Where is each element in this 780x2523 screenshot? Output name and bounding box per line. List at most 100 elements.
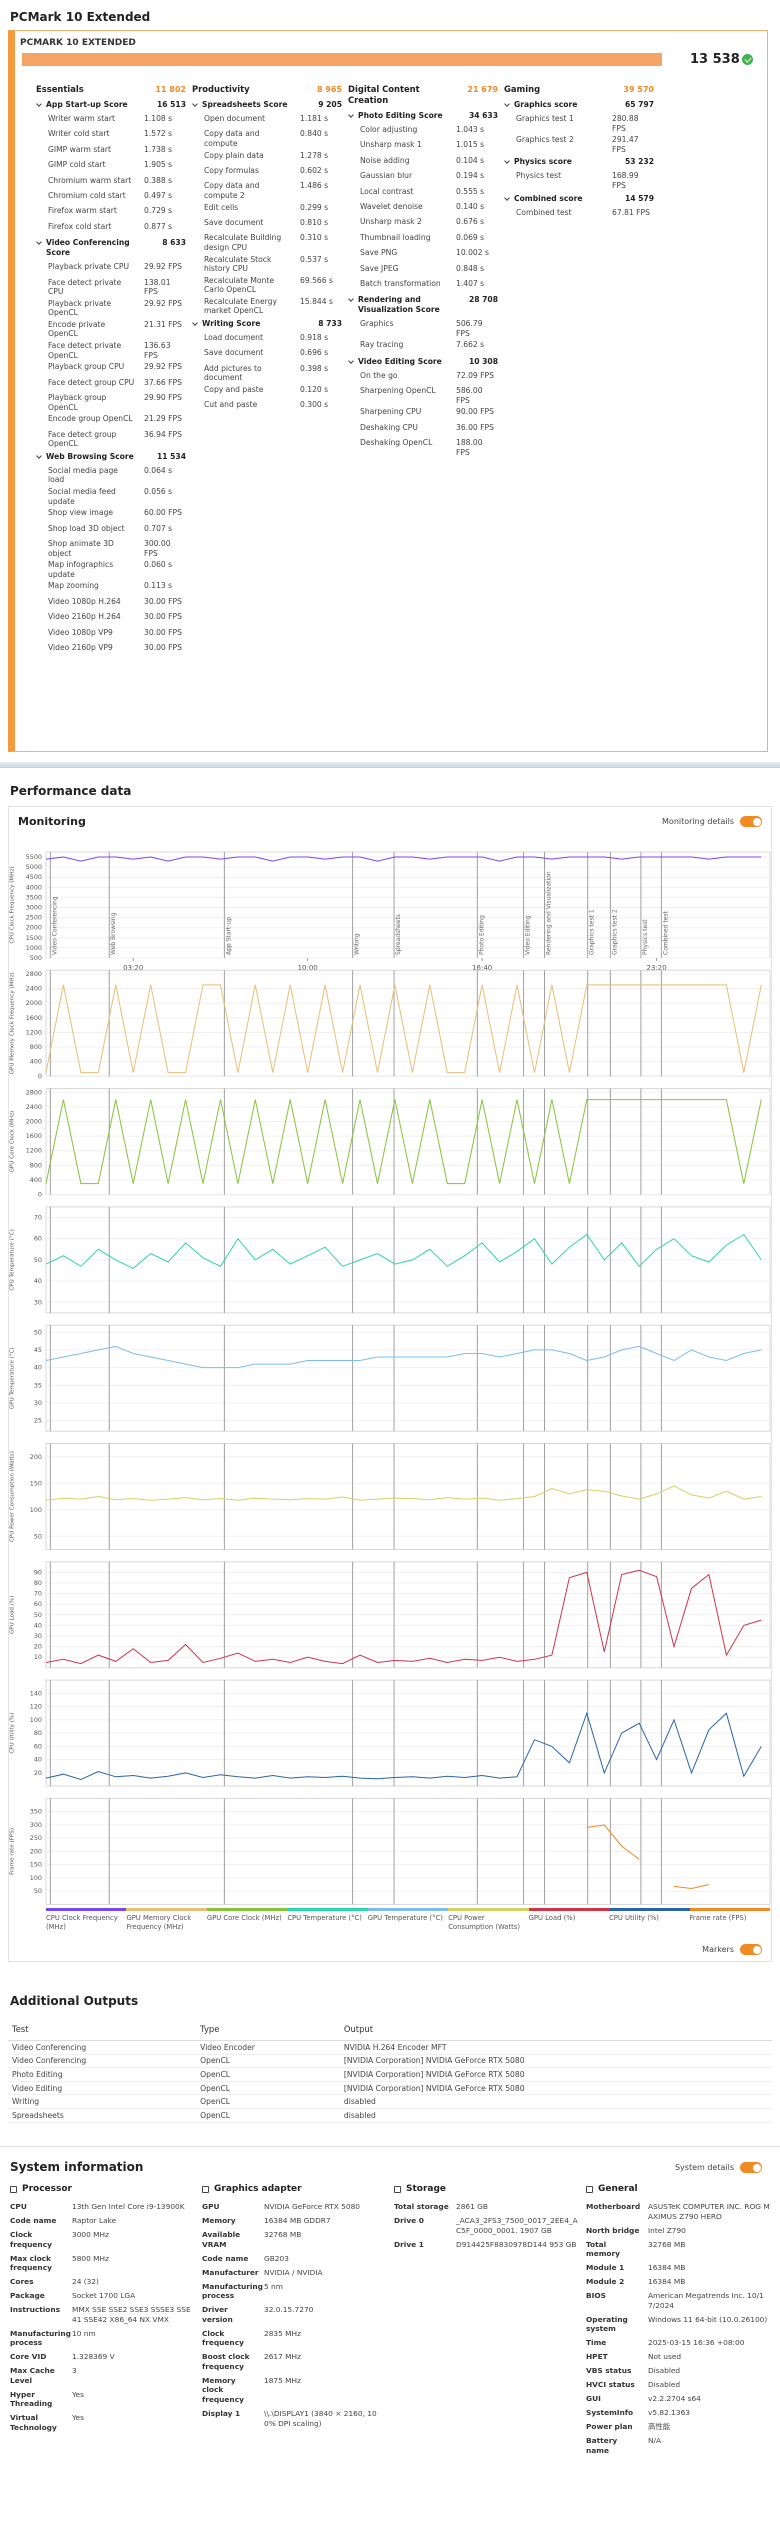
result-value: 30.00 FPS <box>144 642 182 652</box>
section-header: Video Editing Score 10 308 <box>348 357 498 367</box>
info-value: Disabled <box>648 2380 681 2390</box>
result-row: Playback group OpenCL 29.90 FPS <box>36 391 186 412</box>
info-value: 10 nm <box>72 2328 96 2338</box>
section-header: Web Browsing Score 11 534 <box>36 452 186 462</box>
result-label: Playback group OpenCL <box>48 393 107 412</box>
result-value: 291.47 FPS <box>612 135 639 154</box>
table-cell: OpenCL <box>196 2094 340 2109</box>
info-value: GB203 <box>264 2253 289 2263</box>
y-tick-label: 50 <box>34 1611 42 1619</box>
info-value: Intel Z790 <box>648 2225 686 2235</box>
result-label: Playback private CPU <box>48 262 129 272</box>
info-row: Time 2025-03-15 16:36 +08:00 <box>586 2336 770 2350</box>
result-label: Local contrast <box>360 186 414 196</box>
info-row: Total memory 32768 MB <box>586 2238 770 2262</box>
info-key: Drive 0 <box>394 2216 424 2226</box>
result-value: 0.299 s <box>300 202 329 212</box>
result-label: Physics test <box>516 171 562 181</box>
result-value: 7.662 s <box>456 340 485 350</box>
section-header: Spreadsheets Score 9 205 <box>192 100 342 110</box>
info-key: Motherboard <box>586 2202 641 2212</box>
result-value: 0.555 s <box>456 186 485 196</box>
y-tick-label: 200 <box>30 1847 42 1855</box>
info-value: v5.82.1363 <box>648 2408 690 2418</box>
y-tick-label: 400 <box>30 1176 42 1184</box>
plot-frame <box>45 1443 771 1550</box>
result-label: Video 1080p VP9 <box>48 627 113 637</box>
result-label: Video 1080p H.264 <box>48 596 121 606</box>
data-line <box>45 1099 762 1185</box>
result-value: 29.92 FPS <box>144 262 182 272</box>
y-tick-label: 800 <box>30 1161 42 1169</box>
y-tick-label: 3000 <box>26 904 42 912</box>
result-row: Sharpening CPU 90.00 FPS <box>348 405 498 420</box>
y-axis-label: GPU Temperature (°C) <box>10 1347 16 1409</box>
y-tick-label: 40 <box>34 1756 42 1764</box>
info-value: 32768 MB <box>648 2239 686 2249</box>
group-header: Productivity 8 965 <box>192 84 342 95</box>
result-label: Recalculate Building design CPU <box>204 233 282 252</box>
y-axis-label: CPU Power Consumption (Watts) <box>10 1451 16 1542</box>
result-row: Chromium cold start 0.497 s <box>36 189 186 204</box>
y-tick-label: 50 <box>34 1532 42 1540</box>
system-toggle[interactable]: System details <box>675 2162 762 2173</box>
phase-label: Photo Editing <box>478 915 485 955</box>
info-row: Total storage 2861 GB <box>394 2200 578 2214</box>
result-value: 1.181 s <box>300 114 329 123</box>
result-label: Thumbnail loading <box>360 232 431 242</box>
section-score: 53 232 <box>624 157 654 167</box>
y-tick-label: 2400 <box>26 985 42 993</box>
result-row: Unsharp mask 2 0.676 s <box>348 215 498 230</box>
legend: CPU Clock Frequency (MHz) GPU Memory Cloc… <box>46 1908 770 1932</box>
result-label: Recalculate Energy market OpenCL <box>204 296 277 316</box>
info-key: Total memory <box>586 2239 620 2259</box>
y-tick-label: 30 <box>34 1298 42 1306</box>
result-value: 30.00 FPS <box>144 627 182 637</box>
info-row: Display 1 \\.\DISPLAY1 (3840 × 2160, 100%… <box>202 2407 386 2431</box>
info-row: Boost clock frequency 2617 MHz <box>202 2350 386 2374</box>
info-key: Clock frequency <box>202 2328 244 2348</box>
y-tick-label: 5500 <box>26 853 42 861</box>
info-row: HPET Not used <box>586 2350 770 2364</box>
info-row: Power plan 高性能 <box>586 2420 770 2434</box>
group-header: Essentials 11 802 <box>36 84 186 95</box>
info-value: \\.\DISPLAY1 (3840 × 2160, 100% DPI scal… <box>264 2409 377 2428</box>
y-tick-label: 2000 <box>26 1117 42 1125</box>
result-label: Face detect group OpenCL <box>48 429 117 449</box>
result-row: Deshaking OpenCL 188.00 FPS <box>348 436 498 457</box>
result-label: On the go <box>360 370 398 380</box>
monitoring-card <box>8 806 772 1962</box>
y-tick-label: 0 <box>38 1191 42 1199</box>
info-value: Not used <box>648 2352 682 2362</box>
page-title: PCMark 10 Extended <box>10 10 151 24</box>
score-columns: Essentials 11 802 App Start-up Score 16 513… <box>36 84 654 656</box>
info-key: Power plan <box>586 2422 633 2432</box>
info-value: D914425F8830978D144 953 GB <box>456 2239 577 2249</box>
toggle-switch[interactable] <box>740 816 762 827</box>
toggle-switch[interactable] <box>740 2162 762 2173</box>
table-row: Photo Editing OpenCL [NVIDIA Corporation] … <box>8 2067 772 2082</box>
result-label: Firefox warm start <box>48 206 117 216</box>
y-tick-label: 50 <box>34 1328 42 1336</box>
toggle-switch[interactable] <box>740 1944 762 1955</box>
y-tick-label: 1600 <box>26 1132 42 1140</box>
result-value: 0.877 s <box>144 221 173 231</box>
toggle-label: System details <box>674 2163 734 2172</box>
column-title: Storage <box>394 2184 578 2194</box>
result-value: 0.194 s <box>456 171 485 181</box>
separator <box>0 762 780 768</box>
y-tick-label: 60 <box>34 1235 42 1243</box>
y-tick-label: 140 <box>30 1689 42 1697</box>
y-tick-label: 350 <box>30 1808 42 1816</box>
group-name: Essentials <box>36 84 84 94</box>
markers-toggle[interactable]: Markers <box>702 1944 762 1955</box>
y-tick-label: 1200 <box>26 1147 42 1155</box>
y-tick-label: 25 <box>34 1417 42 1425</box>
monitoring-toggle[interactable]: Monitoring details <box>662 816 762 827</box>
info-key: Manufacturing process <box>202 2281 263 2301</box>
table-cell: OpenCL <box>196 2067 340 2082</box>
result-label: Save JPEG <box>360 263 399 273</box>
phase-label: Rendering and Visualization <box>546 871 553 955</box>
result-row: Color adjusting 1.043 s <box>348 123 498 138</box>
x-tick-label: 03:20 <box>123 964 143 972</box>
